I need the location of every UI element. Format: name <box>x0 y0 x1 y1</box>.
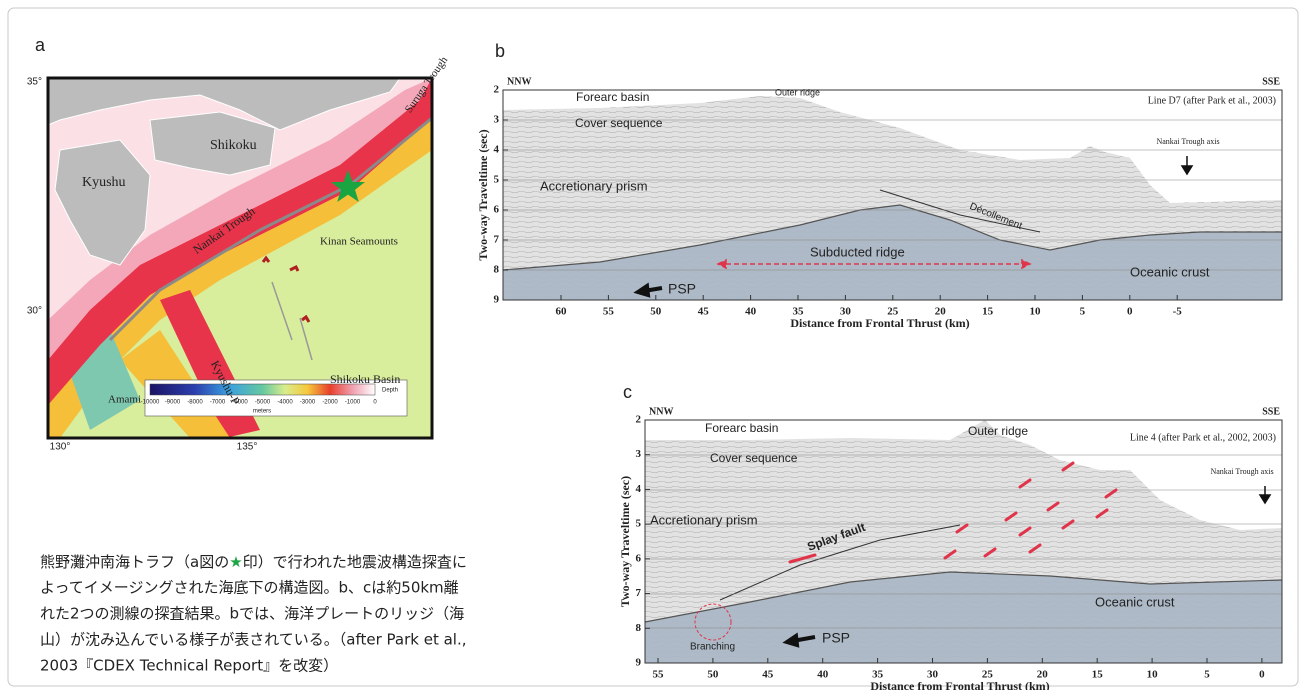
annotation: Forearc basin <box>705 421 778 435</box>
source: Line 4 (after Park et al., 2002, 2003) <box>1130 432 1276 443</box>
x-tick-label: 15 <box>982 306 994 318</box>
x-tick-label: 10 <box>1147 669 1159 681</box>
lon-tick: 130° <box>50 442 71 453</box>
place-name: Kinan Seamounts <box>320 236 398 248</box>
direction: NNW <box>507 76 531 87</box>
y-tick-label: 8 <box>494 264 500 276</box>
lon-tick: 135° <box>237 442 258 453</box>
panel-label: c <box>623 382 632 402</box>
annotation: Accretionary prism <box>540 178 648 193</box>
annotation: PSP <box>822 630 850 646</box>
x-tick-label: 0 <box>1127 306 1133 318</box>
place-name: Kyushu <box>82 175 126 190</box>
colorbar-tick: -8000 <box>187 400 203 406</box>
x-tick-label: -5 <box>1173 306 1183 318</box>
place-name: Amami <box>108 394 141 406</box>
x-tick-label: 60 <box>556 306 568 318</box>
y-tick-label: 2 <box>636 414 642 426</box>
annotation: Accretionary prism <box>650 512 758 527</box>
y-tick-label: 5 <box>494 174 500 186</box>
x-tick-label: 45 <box>762 669 774 681</box>
x-tick-label: 45 <box>698 306 710 318</box>
colorbar-tick: -3000 <box>300 400 316 406</box>
source: Line D7 (after Park et al., 2003) <box>1148 95 1276 106</box>
annotation: Cover sequence <box>575 116 663 130</box>
annotation: Outer ridge <box>968 424 1028 438</box>
y-tick-label: 2 <box>494 84 500 96</box>
y-tick-label: 4 <box>636 483 642 495</box>
x-tick-label: 55 <box>603 306 615 318</box>
colorbar-tick: -6000 <box>232 400 248 406</box>
colorbar-tick: -1000 <box>345 400 361 406</box>
lat-tick: 30° <box>27 306 42 317</box>
annotation: Subducted ridge <box>810 244 905 259</box>
y-tick-label: 9 <box>494 294 500 306</box>
caption-star: ★ <box>229 553 242 571</box>
colorbar-tick: -9000 <box>165 400 181 406</box>
y-tick-label: 3 <box>494 114 500 126</box>
x-axis-title: Distance from Frontal Thrust (km) <box>870 679 1049 690</box>
y-tick-label: 7 <box>494 234 500 246</box>
caption-text: 印）で行われた地震波構造探査に <box>243 553 467 571</box>
place-name: Shikoku <box>210 138 257 153</box>
caption-line: よってイメージングされた海底下の構造図。b、cは約50km離 <box>40 579 459 597</box>
figure: a b c 35° 30° 130° 135° Kyushu Shikoku Nankai … <box>0 0 1306 690</box>
annotation: Oceanic crust <box>1130 264 1210 279</box>
lat-tick: 35° <box>27 77 42 88</box>
x-tick-label: 40 <box>817 669 829 681</box>
x-tick-label: 15 <box>1092 669 1104 681</box>
annotation: PSP <box>668 281 696 297</box>
annotation: Forearc basin <box>576 90 649 104</box>
caption-line: 2003『CDEX Technical Report』を改変） <box>40 657 338 675</box>
caption-text: 熊野灘沖南海トラフ（a図の <box>40 553 229 571</box>
direction: NNW <box>649 406 673 417</box>
x-tick-label: 0 <box>1259 669 1265 681</box>
y-tick-label: 5 <box>636 518 642 530</box>
x-tick-label: 10 <box>1030 306 1042 318</box>
y-axis-title: Two-way Traveltime (sec) <box>618 476 632 607</box>
annotation: Nankai Trough axis <box>1156 137 1219 146</box>
y-tick-label: 8 <box>636 622 642 634</box>
annotation: Oceanic crust <box>1095 594 1175 609</box>
y-axis-title: Two-way Traveltime (sec) <box>476 129 490 260</box>
x-tick-label: 50 <box>707 669 719 681</box>
place-name: Shikoku Basin <box>330 372 400 386</box>
y-tick-label: 6 <box>494 204 500 216</box>
x-tick-label: 55 <box>653 669 665 681</box>
colorbar-tick: -4000 <box>277 400 293 406</box>
panel-label: b <box>495 41 505 61</box>
x-tick-label: 50 <box>650 306 662 318</box>
direction: SSE <box>1262 76 1280 87</box>
y-tick-label: 6 <box>636 552 642 564</box>
x-axis-title: Distance from Frontal Thrust (km) <box>790 316 969 330</box>
direction: SSE <box>1262 406 1280 417</box>
annotation: Branching <box>690 642 735 653</box>
annotation: Nankai Trough axis <box>1210 467 1273 476</box>
panel-label: a <box>35 35 46 55</box>
colorbar-tick: -2000 <box>322 400 338 406</box>
colorbar-tick: -7000 <box>210 400 226 406</box>
colorbar-title: Depth <box>382 388 398 394</box>
x-tick-label: 5 <box>1080 306 1086 318</box>
y-tick-label: 4 <box>494 144 500 156</box>
caption-line: 山）が沈み込んでいる様子が表されている。（after Park et al., <box>40 631 467 649</box>
colorbar-tick: -5000 <box>255 400 271 406</box>
y-tick-label: 7 <box>636 587 642 599</box>
caption-line: れた2つの測線の探査結果。bでは、海洋プレートのリッジ（海 <box>40 605 464 623</box>
colorbar-unit: meters <box>253 409 271 415</box>
y-tick-label: 3 <box>636 448 642 460</box>
y-tick-label: 9 <box>636 657 642 669</box>
x-tick-label: 5 <box>1204 669 1210 681</box>
annotation: Outer ridge <box>775 87 820 97</box>
caption-line: 熊野灘沖南海トラフ（a図の★印）で行われた地震波構造探査に <box>40 553 467 571</box>
colorbar-tick: -10000 <box>141 400 160 406</box>
annotation: Cover sequence <box>710 451 798 465</box>
x-tick-label: 40 <box>745 306 757 318</box>
